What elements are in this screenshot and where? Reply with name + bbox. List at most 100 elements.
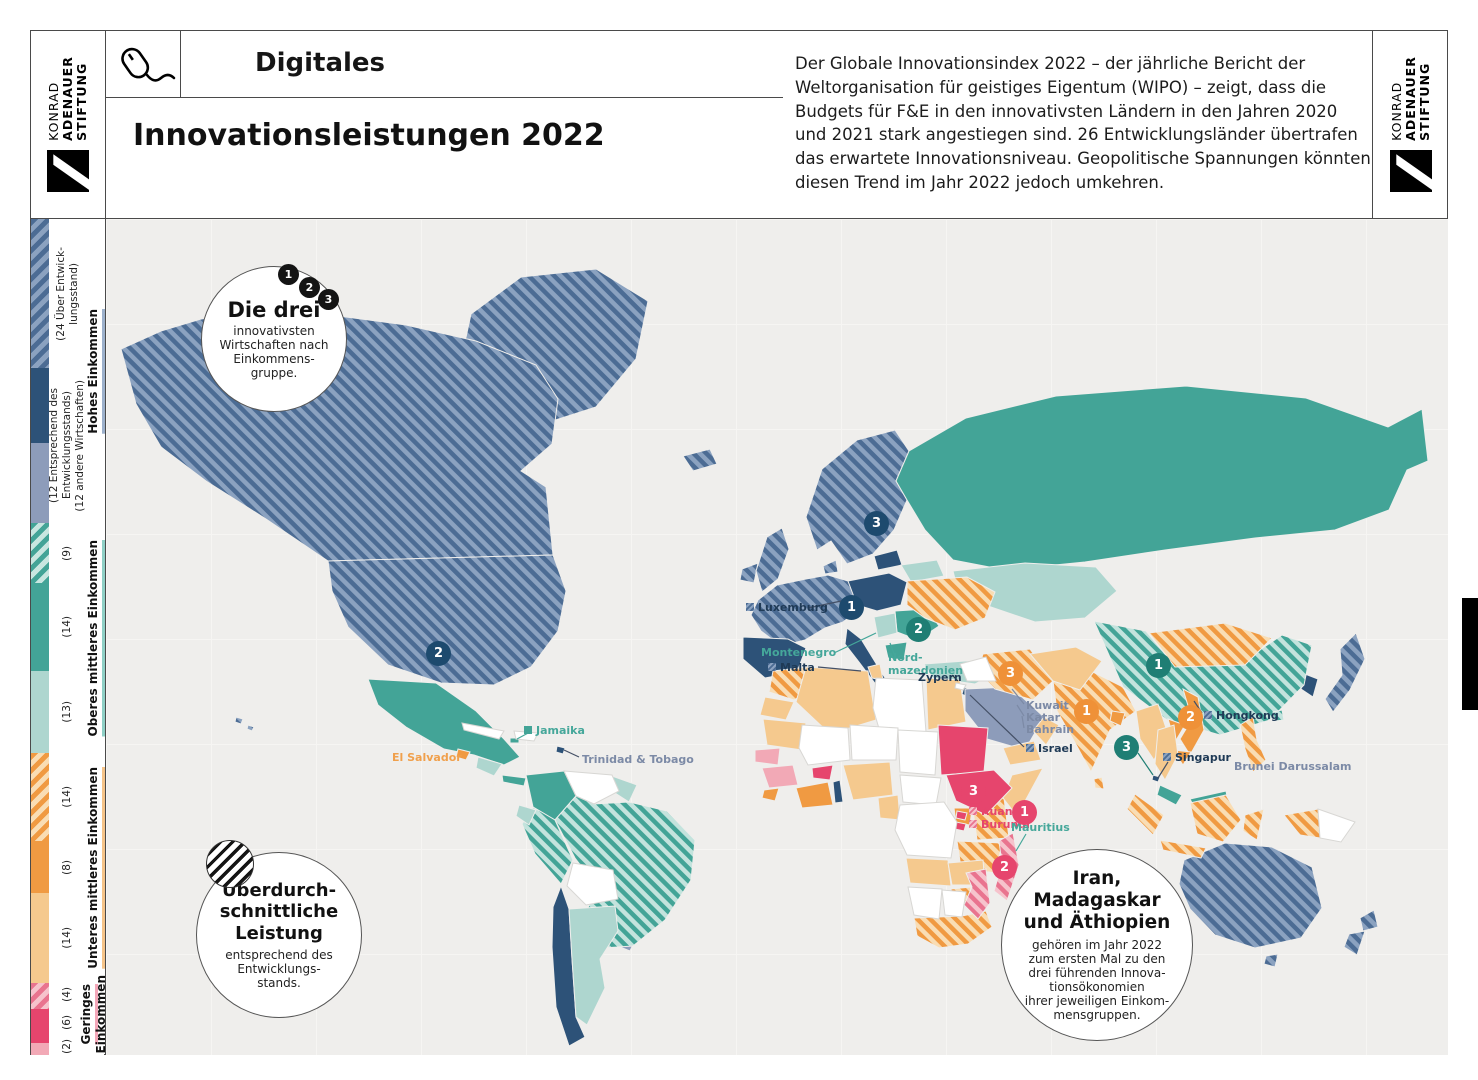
legend-count-line: (24 Über Entwick- <box>54 246 67 341</box>
countries-upper-middle-expected <box>367 385 1429 821</box>
map-label-brunei: Brunei Darussalam <box>1234 760 1352 773</box>
legend-group-low-income: (4) (6) (2) Geringes Einkommen <box>31 975 108 1055</box>
callout-title: Überdurch- schnittliche Leistung <box>219 879 339 944</box>
computer-mouse-icon <box>105 30 180 97</box>
frame-digitales-underline <box>105 97 783 98</box>
map-label-bahrain: Bahrain <box>1026 723 1075 736</box>
legend-swatch-high-other <box>31 443 49 523</box>
legend-count-high-above: (24 Über Entwick- lungsstand) <box>50 219 84 368</box>
badge-lower-middle-1: 1 <box>1074 699 1099 724</box>
callout-body: gehören im Jahr 2022 zum ersten Mal zu d… <box>1024 937 1170 1022</box>
kas-logo-icon <box>46 149 89 192</box>
badge-high-income-1: 1 <box>839 595 864 620</box>
kas-logo-left: KONRAD ADENAUER STIFTUNG <box>30 30 105 218</box>
map-label-katar: Katar <box>1026 711 1061 724</box>
map-label-montenegro: Montenegro <box>761 646 837 659</box>
callout-iran-madagaskar: Iran, Madagaskar und Äthiopien gehören i… <box>1001 849 1193 1041</box>
legend-swatch-low-expected <box>31 1009 49 1043</box>
badge-upper-middle-1: 1 <box>1146 653 1171 678</box>
intro-paragraph: Der Globale Innovationsindex 2022 – der … <box>795 54 1371 192</box>
swatch-icon <box>969 820 977 828</box>
legend-name-lower-middle: Unteres mittleres Einkommen <box>86 767 100 969</box>
badge-high-income-3: 3 <box>864 511 889 536</box>
badge-low-income-1: 1 <box>1012 800 1037 825</box>
legend-swatch-um-expected <box>31 583 49 671</box>
black-dot-1: 1 <box>278 264 299 285</box>
legend-swatch-um-above <box>31 523 49 583</box>
callout-die-drei: Die drei innovativsten Wirtschaften nach… <box>201 266 347 412</box>
callout-title: Iran, Madagaskar und Äthiopien <box>1023 868 1171 933</box>
legend-swatch-high-above <box>31 219 49 368</box>
badge-low-income-2: 2 <box>992 855 1017 880</box>
badge-high-income-2: 2 <box>426 641 451 666</box>
legend-name-high-income: Hohes Einkommen <box>86 308 100 434</box>
callout-body: entsprechend des Entwicklungs- stands. <box>225 948 333 991</box>
frame-mouse-box-line <box>180 30 181 97</box>
legend-swatch-um-other <box>31 671 49 753</box>
legend-swatch-high-expected <box>31 368 49 443</box>
badge-upper-middle-3: 3 <box>1114 735 1139 760</box>
countries-upper-middle-other <box>475 559 1118 1026</box>
legend-count-line: lungsstand) <box>67 262 80 325</box>
page-edge-tab <box>1462 598 1478 710</box>
legend-swatch-low-above <box>31 983 49 1009</box>
kas-logo-icon <box>1389 149 1432 192</box>
map-label-singapur: Singapur <box>1163 751 1231 764</box>
badge-upper-middle-2: 2 <box>906 617 931 642</box>
map-label-israel: Israel <box>1026 742 1073 755</box>
map-label-kuwait: Kuwait <box>1026 699 1069 712</box>
category-title: Digitales <box>255 48 386 78</box>
black-dot-3: 3 <box>318 289 339 310</box>
callout-title: Die drei <box>227 298 321 322</box>
countries-low-income-other <box>754 747 799 789</box>
page-title: Innovationsleistungen 2022 <box>133 118 605 153</box>
legend-count-line: Entwicklungsstands) <box>61 391 73 500</box>
map-label-jamaika: Jamaika <box>524 724 585 737</box>
frame-top-line <box>30 30 1448 31</box>
legend-swatch-lm-expected <box>31 841 49 893</box>
map-label-nordmazedonien: Nord-mazedonien <box>888 651 964 677</box>
world-map-svg <box>120 268 1429 1047</box>
callout-body: innovativsten Wirtschaften nach Einkomme… <box>219 324 329 380</box>
map-label-el-salvador: El Salvador <box>392 751 462 764</box>
legend-group-high-income: (24 Über Entwick- lungsstand) (12 Entspr… <box>31 219 104 523</box>
legend-swatch-lm-other <box>31 893 49 983</box>
badge-lower-middle-3: 3 <box>998 661 1023 686</box>
world-map: 1 2 3 1 2 3 1 2 3 1 2 3 Luxemburg Monten… <box>106 219 1448 1055</box>
countries-no-data <box>461 656 1356 920</box>
legend: (24 Über Entwick- lungsstand) (12 Entspr… <box>31 219 108 1055</box>
map-label-hongkong: Hongkong <box>1204 709 1279 722</box>
legend-count-line: (12 Entsprechend des <box>48 387 60 504</box>
swatch-icon <box>1204 711 1212 719</box>
map-label-malta: Malta <box>768 661 815 674</box>
map-label-luxemburg: Luxemburg <box>746 601 828 614</box>
swatch-icon <box>768 663 776 671</box>
frame-right-logo-line <box>1372 30 1373 218</box>
hatched-pattern-icon <box>206 840 254 888</box>
kas-logo-text: KONRAD ADENAUER STIFTUNG <box>45 56 89 141</box>
swatch-icon <box>524 726 532 734</box>
legend-name-low-income: Geringes Einkommen <box>78 974 108 1054</box>
map-label-zypern: Zypern <box>918 671 962 684</box>
legend-name-upper-middle: Oberes mittleres Einkommen <box>86 539 100 737</box>
swatch-icon <box>746 603 754 611</box>
legend-group-upper-middle: (9) (14) (13) Oberes mittleres Einkommen <box>31 523 104 753</box>
legend-count-high-rest: (12 Entsprechend des Entwicklungsstands)… <box>48 368 86 523</box>
frame-logo-col-line <box>105 30 106 1055</box>
legend-swatch-lm-above <box>31 753 49 841</box>
map-label-trinidad-tobago: Trinidad & Tobago <box>582 753 694 766</box>
badge-lower-middle-2: 2 <box>1178 705 1203 730</box>
countries-lower-middle-above <box>768 576 1321 949</box>
frame-left-line <box>30 30 31 1055</box>
legend-group-lower-middle: (14) (8) (14) Unteres mittleres Einkomme… <box>31 753 104 983</box>
legend-swatch-low-other <box>31 1043 49 1055</box>
badge-low-income-3: 3 <box>961 779 986 804</box>
swatch-icon <box>1163 753 1171 761</box>
swatch-icon <box>969 807 977 815</box>
swatch-icon <box>1026 744 1034 752</box>
frame-header-divider <box>30 218 1448 219</box>
black-dot-2: 2 <box>299 277 320 298</box>
countries-lower-middle-other <box>759 646 1179 887</box>
kas-logo-text: KONRAD ADENAUER STIFTUNG <box>1388 56 1432 141</box>
